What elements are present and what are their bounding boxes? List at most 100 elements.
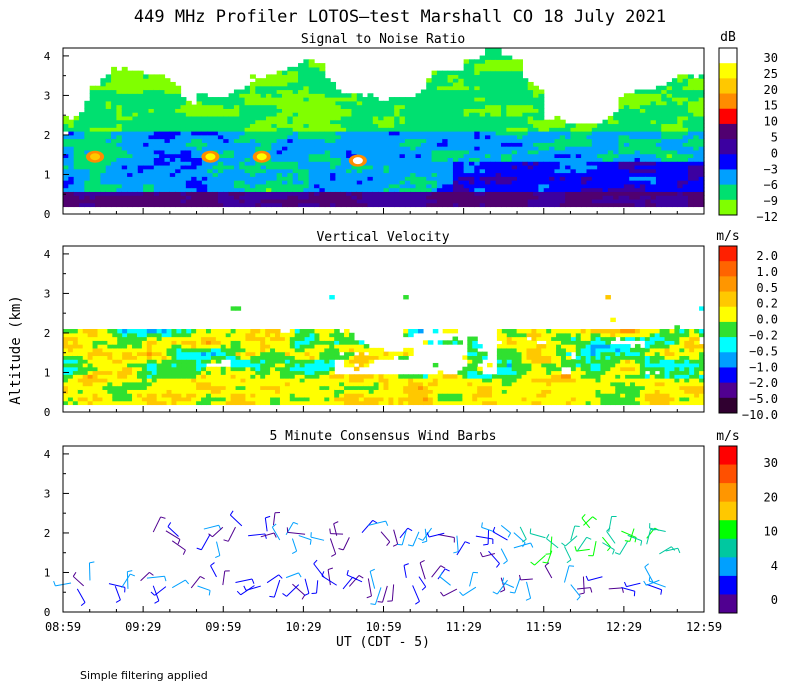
snr-cell (538, 198, 545, 204)
snr-cell (538, 157, 545, 162)
snr-cell (527, 119, 534, 125)
snr-cell (116, 131, 123, 136)
snr-cell (399, 108, 406, 113)
snr-cell (239, 108, 246, 113)
vv-cell (67, 355, 74, 360)
snr-cell (597, 138, 604, 143)
snr-cell (319, 74, 326, 79)
vv-cell (230, 400, 237, 406)
snr-cell (682, 131, 689, 136)
snr-cell (399, 172, 406, 177)
snr-cell (276, 85, 283, 91)
snr-cell (356, 180, 363, 185)
snr-cell (346, 168, 353, 174)
vv-cell (260, 381, 266, 387)
snr-cell (581, 127, 588, 132)
snr-cell (559, 187, 566, 192)
snr-cell (116, 172, 123, 177)
snr-cell (474, 191, 481, 196)
snr-cell (613, 176, 620, 181)
snr-cell (698, 157, 705, 162)
vv-cell (63, 347, 69, 353)
snr-cell (415, 134, 422, 140)
snr-cell (447, 142, 454, 147)
snr-cell (431, 85, 438, 91)
vv-cell (186, 344, 192, 349)
snr-cell (367, 146, 374, 151)
snr-cell (212, 191, 219, 196)
snr-cell (207, 119, 214, 125)
vv-cell (250, 378, 256, 383)
vv-cell (166, 332, 173, 338)
snr-cell (538, 149, 545, 155)
vv-cell (196, 396, 202, 402)
snr-colorbar-frame (718, 47, 738, 216)
vv-cell (191, 359, 197, 364)
snr-cell (522, 134, 529, 140)
vv-cell (87, 370, 94, 375)
vv-cell (255, 359, 261, 364)
snr-cell (196, 119, 203, 125)
snr-cell (79, 172, 85, 177)
snr-cell (559, 202, 566, 208)
snr-cell (372, 198, 379, 204)
snr-cell (314, 119, 320, 125)
snr-cell (260, 146, 267, 151)
snr-cell (634, 97, 641, 102)
snr-cell (356, 134, 363, 140)
vv-cell (132, 381, 138, 387)
snr-cell (105, 81, 112, 87)
vv-cell (146, 400, 153, 406)
snr-cell (490, 119, 497, 125)
snr-cell (698, 89, 705, 94)
snr-cell (522, 104, 529, 109)
snr-cell (367, 108, 374, 113)
vv-cell (279, 393, 286, 398)
snr-cell (527, 191, 534, 196)
snr-cell (613, 180, 620, 185)
snr-cell (201, 146, 208, 151)
snr-cell (132, 93, 139, 98)
snr-cell (127, 138, 134, 143)
snr-cell (378, 127, 385, 132)
vv-cell (289, 389, 296, 394)
vv-cell (260, 359, 266, 364)
snr-cell (517, 183, 523, 189)
snr-cell (137, 104, 144, 109)
snr-cell (223, 164, 230, 170)
snr-cell (698, 134, 705, 140)
snr-cell (319, 89, 326, 94)
snr-cell (522, 153, 529, 159)
snr-cell (506, 93, 513, 98)
vv-cell (92, 344, 99, 349)
vv-cell (77, 378, 84, 383)
vv-cell (289, 400, 296, 406)
snr-cell (682, 202, 689, 208)
snr-cell (661, 104, 668, 109)
snr-cell (169, 104, 176, 109)
snr-cell (629, 202, 636, 208)
snr-cell (239, 172, 246, 177)
snr-cell (95, 85, 101, 91)
snr-cell (495, 153, 502, 159)
snr-cell (559, 172, 566, 177)
snr-cell (404, 176, 411, 181)
snr-cell (292, 191, 299, 196)
snr-cell (559, 131, 566, 136)
vv-cell (191, 393, 197, 398)
snr-cell (682, 195, 689, 200)
snr-cell (613, 138, 620, 143)
snr-cell (63, 176, 69, 181)
snr-cell (116, 164, 123, 170)
snr-cell (346, 131, 353, 136)
snr-cell (666, 89, 673, 94)
snr-cell (639, 202, 646, 208)
vv-cell (191, 344, 197, 349)
vv-cell (122, 359, 128, 364)
snr-cell (623, 198, 630, 204)
snr-cell (495, 149, 502, 155)
vv-cell (309, 381, 316, 387)
snr-cell (639, 157, 646, 162)
snr-cell (538, 93, 545, 98)
vv-cell (260, 351, 266, 357)
